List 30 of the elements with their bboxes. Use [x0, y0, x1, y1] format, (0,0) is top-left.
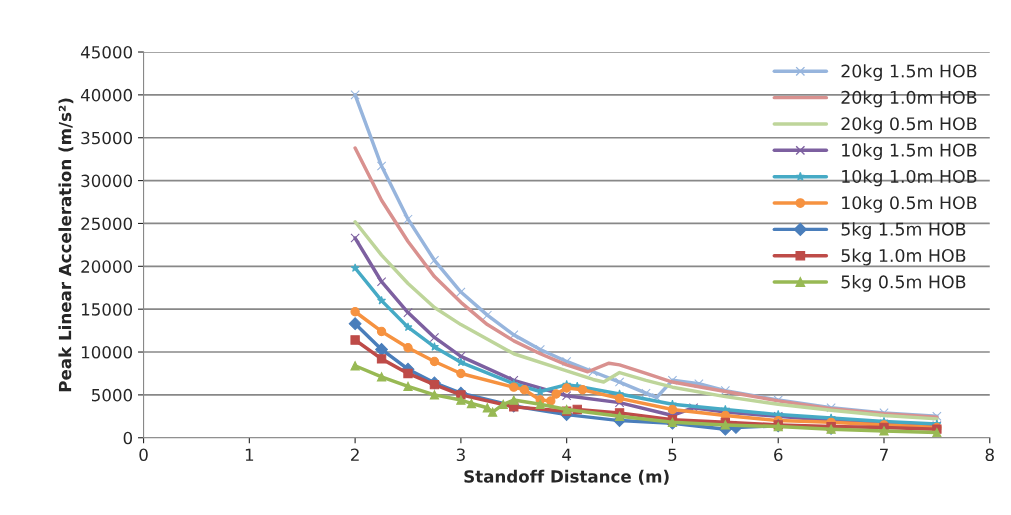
x-axis-title: Standoff Distance (m)	[464, 469, 669, 485]
x-tick-label: 7	[880, 448, 888, 461]
legend-label: 20kg 0.5m HOB	[841, 116, 977, 134]
x-tick-label: 8	[985, 448, 994, 462]
x-tick-label: 5	[668, 448, 677, 462]
x-tick-label: 4	[562, 448, 572, 461]
legend-label: 20kg 1.5m HOB	[841, 64, 977, 81]
legend-label: 20kg 1.0m HOB	[841, 90, 977, 108]
legend-label: 5kg 1.0m HOB	[841, 248, 966, 266]
x-tick-label: 3	[456, 448, 465, 462]
y-tick-label: 45000	[80, 45, 133, 59]
y-tick-label: 5000	[92, 388, 133, 402]
legend-label: 5kg 1.5m HOB	[841, 222, 966, 240]
x-tick-label: 0	[139, 448, 148, 462]
legend-label: 5kg 0.5m HOB	[841, 274, 966, 292]
y-tick-label: 10000	[81, 345, 133, 359]
x-tick-label: 2	[351, 448, 359, 461]
x-tick-label: 6	[774, 448, 783, 462]
legend-label: 10kg 0.5m HOB	[842, 195, 977, 213]
y-tick-label: 30000	[81, 174, 133, 188]
y-tick-label: 20000	[81, 260, 133, 273]
legend-label: 10kg 1.5m HOB	[842, 143, 977, 161]
y-tick-label: 35000	[81, 131, 133, 145]
y-axis-title: Peak Linear Acceleration (m/s²)	[58, 98, 74, 392]
y-tick-label: 0	[123, 431, 133, 445]
legend-label: 10kg 1.0m HOB	[842, 169, 977, 187]
y-tick-label: 40000	[80, 88, 133, 102]
y-tick-label: 15000	[81, 303, 133, 316]
y-tick-label: 25000	[81, 217, 133, 231]
x-tick-label: 1	[245, 448, 254, 461]
